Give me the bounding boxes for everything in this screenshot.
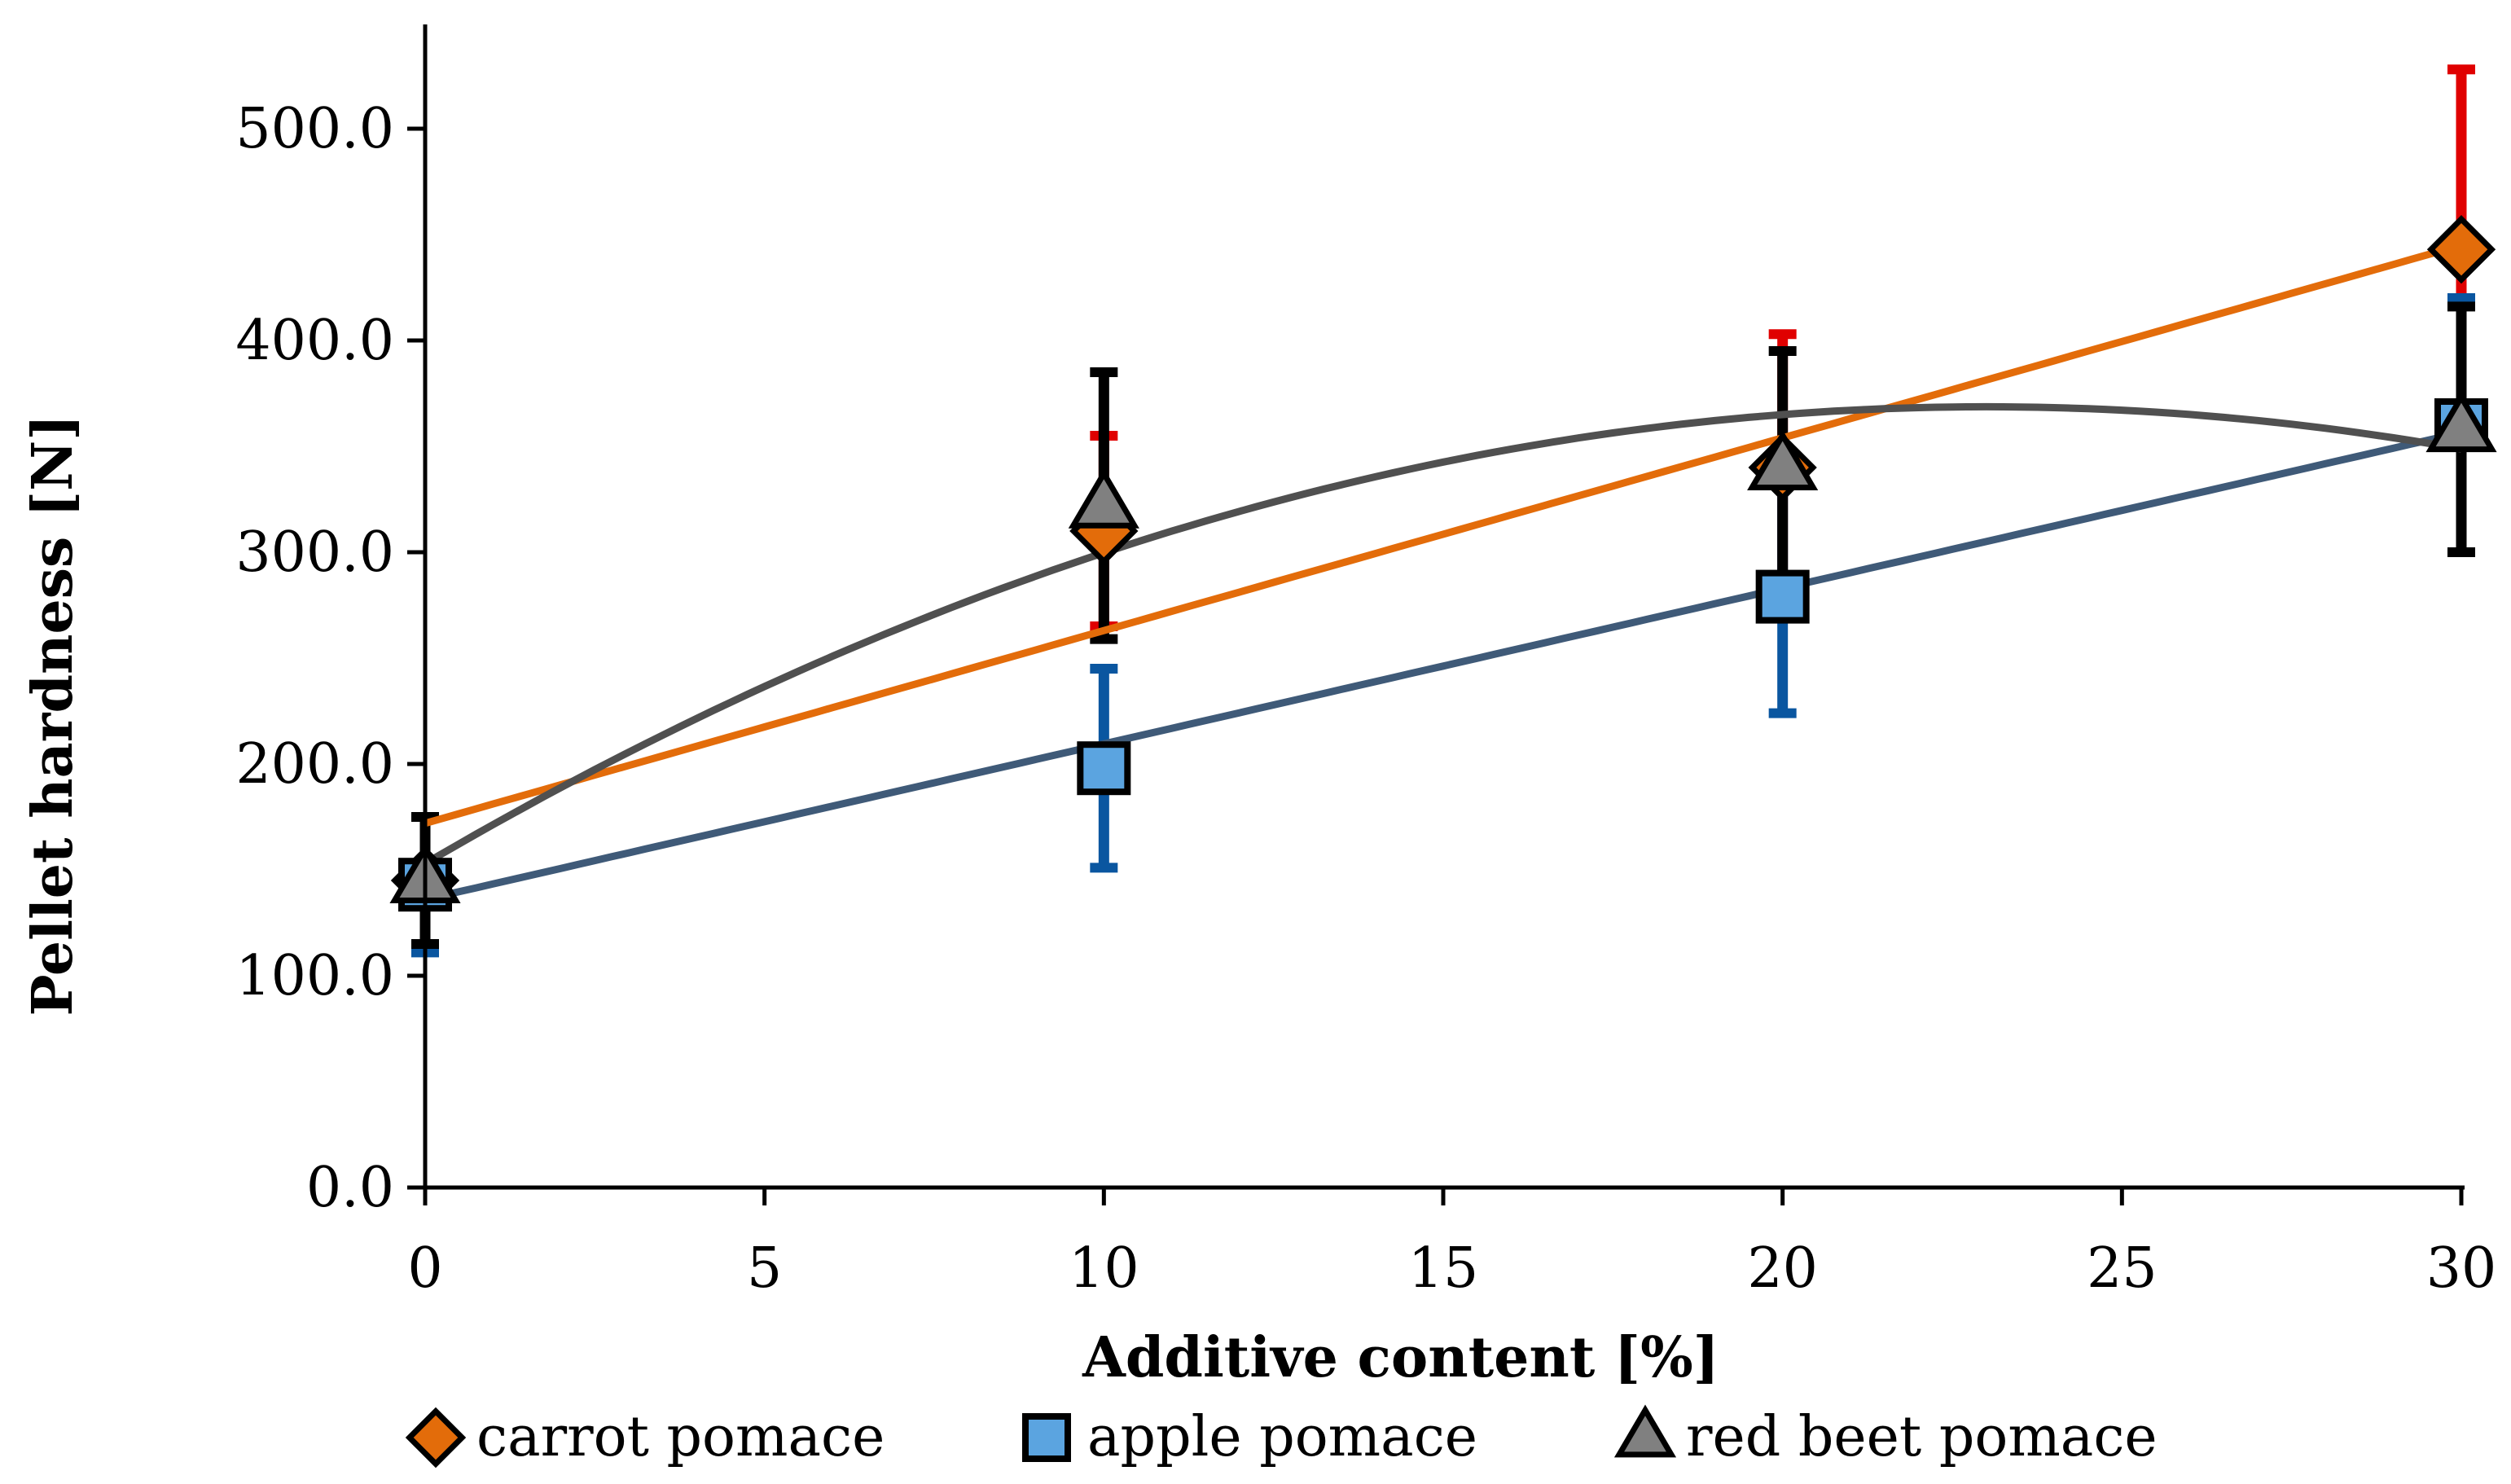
y-axis-title: Pellet hardness [N] — [20, 415, 86, 1016]
y-tick-label: 0.0 — [306, 1156, 394, 1220]
carrot-pomace-trendline — [424, 241, 2463, 828]
y-tick-label: 200.0 — [235, 732, 394, 797]
legend-item-red-beet-pomace: red beet pomace — [1613, 1404, 2158, 1469]
apple-pomace-trendline — [424, 428, 2463, 903]
plot-area — [389, 64, 2497, 958]
y-tick-label: 400.0 — [235, 309, 394, 373]
red-beet-pomace-point — [1747, 429, 1819, 490]
legend-label: red beet pomace — [1686, 1405, 2158, 1469]
axes: 0.0 100.0 200.0 300.0 400.0 500.0 0 5 10 15 20 25 30 — [235, 24, 2496, 1301]
y-tick-label: 100.0 — [235, 944, 394, 1008]
x-tick-label: 15 — [1408, 1236, 1479, 1301]
red-beet-pomace-point — [2425, 391, 2497, 453]
red-beet-pomace-point — [1068, 468, 1139, 529]
legend-item-apple-pomace: apple pomace — [1022, 1405, 1477, 1469]
legend-label: apple pomace — [1087, 1405, 1477, 1469]
legend: carrot pomace apple pomace red beet pomace — [405, 1404, 2158, 1469]
legend-triangle-icon — [1613, 1404, 1677, 1458]
legend-square-icon — [1022, 1413, 1071, 1462]
x-axis-title: Additive content [%] — [1082, 1325, 1719, 1390]
legend-label: carrot pomace — [476, 1405, 885, 1469]
x-tick-label: 0 — [407, 1236, 442, 1301]
legend-diamond-icon — [405, 1407, 467, 1469]
x-tick-label: 25 — [2087, 1236, 2158, 1301]
apple-pomace-point — [1755, 569, 1810, 624]
carrot-pomace-point — [2426, 215, 2496, 284]
y-tick-label: 300.0 — [235, 520, 394, 585]
x-tick-label: 20 — [1747, 1236, 1818, 1301]
y-tick-label: 500.0 — [235, 97, 394, 161]
apple-pomace-point — [1077, 741, 1131, 796]
x-tick-label: 10 — [1069, 1236, 1139, 1301]
legend-item-carrot-pomace: carrot pomace — [405, 1405, 885, 1469]
x-tick-label: 30 — [2426, 1236, 2497, 1301]
x-tick-label: 5 — [747, 1236, 782, 1301]
red-beet-pomace-trendline — [423, 402, 2462, 867]
